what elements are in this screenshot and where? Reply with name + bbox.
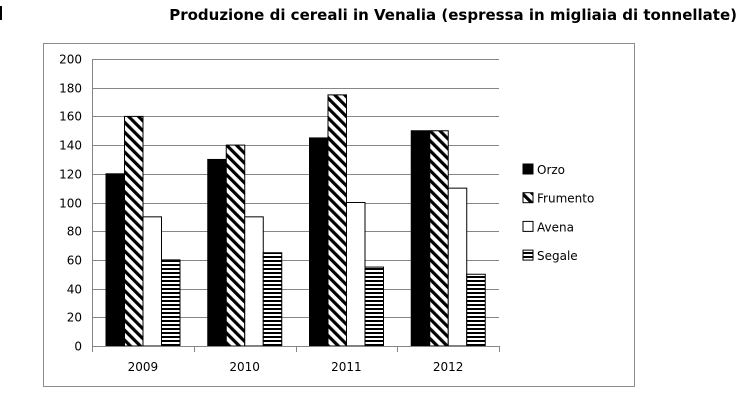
bar-avena-2011 (346, 202, 366, 347)
bar-segale-2009 (161, 259, 181, 347)
legend-label-orzo: Orzo (537, 163, 565, 177)
bar-avena-2012 (447, 187, 468, 347)
legend-swatch-frumento (522, 192, 534, 204)
bar-orzo-2009 (105, 173, 125, 347)
bars (105, 94, 486, 347)
bar-orzo-2011 (309, 137, 329, 347)
y-tick-label: 160 (59, 110, 82, 124)
bar-segale-2011 (364, 266, 384, 347)
legend-swatch-orzo (522, 163, 534, 175)
y-tick-label: 40 (67, 283, 82, 297)
y-tick-label: 180 (59, 82, 82, 96)
y-tick-label: 0 (74, 340, 82, 354)
y-tick-label: 200 (59, 53, 82, 67)
legend-label-frumento: Frumento (537, 192, 594, 206)
y-tick-label: 140 (59, 139, 82, 153)
legend-swatch-segale (522, 249, 534, 261)
x-tick-label: 2009 (128, 360, 159, 374)
legend-label-segale: Segale (537, 249, 578, 263)
legend: Orzo Frumento Avena Segale (522, 163, 594, 263)
bar-frumento-2011 (327, 94, 347, 347)
x-tick-label: 2010 (229, 360, 260, 374)
bar-segale-2012 (466, 273, 486, 347)
bar-orzo-2010 (207, 158, 227, 347)
y-tick-label: 80 (67, 225, 82, 239)
legend-label-avena: Avena (537, 220, 574, 234)
bar-frumento-2010 (225, 144, 246, 347)
y-tick-label: 100 (59, 197, 82, 211)
legend-swatch-avena (522, 220, 534, 232)
left-edge-mark (0, 6, 2, 20)
y-tick-label: 120 (59, 168, 82, 182)
x-tick-label: 2012 (433, 360, 464, 374)
bar-frumento-2012 (429, 130, 449, 347)
y-tick-label: 20 (67, 311, 82, 325)
bar-avena-2010 (244, 216, 264, 347)
y-tick-label: 60 (67, 254, 82, 268)
bar-frumento-2009 (124, 115, 144, 347)
x-tick-label: 2011 (331, 360, 362, 374)
bar-segale-2010 (262, 252, 283, 347)
bar-avena-2009 (142, 216, 162, 347)
bar-orzo-2012 (410, 130, 431, 347)
chart-title: Produzione di cereali in Venalia (espres… (169, 6, 737, 24)
axes: 0 20 40 60 80 100 120 140 160 180 200 2009 2010 2011 2… (59, 53, 500, 374)
